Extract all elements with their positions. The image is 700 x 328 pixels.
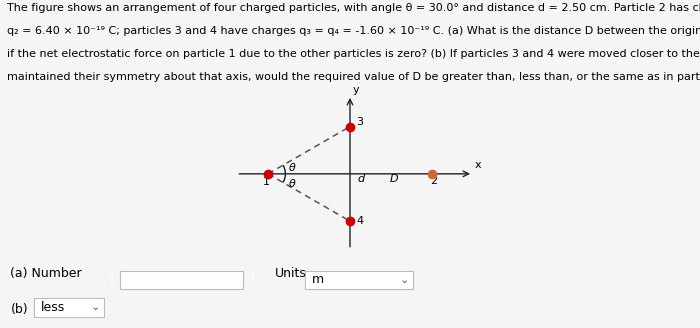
- Text: less: less: [41, 301, 65, 314]
- Text: d: d: [358, 174, 365, 184]
- Text: if the net electrostatic force on particle 1 due to the other particles is zero?: if the net electrostatic force on partic…: [7, 49, 700, 59]
- Text: ⌄: ⌄: [90, 302, 100, 313]
- Text: The figure shows an arrangement of four charged particles, with angle θ = 30.0° : The figure shows an arrangement of four …: [7, 3, 700, 13]
- Text: Units: Units: [274, 267, 307, 280]
- Text: $\theta$: $\theta$: [288, 161, 297, 173]
- Text: y: y: [352, 85, 359, 95]
- Text: 1: 1: [263, 177, 270, 187]
- Text: 4: 4: [356, 216, 363, 226]
- Text: 3: 3: [356, 117, 363, 127]
- Text: maintained their symmetry about that axis, would the required value of D be grea: maintained their symmetry about that axi…: [7, 72, 700, 82]
- Text: 2: 2: [430, 176, 437, 186]
- Text: i: i: [109, 274, 114, 285]
- Text: $\theta$: $\theta$: [288, 176, 297, 189]
- Text: !: !: [248, 273, 255, 286]
- Text: x: x: [475, 160, 481, 170]
- Text: D: D: [390, 174, 398, 184]
- Text: ⌄: ⌄: [400, 275, 409, 285]
- Text: q₂ = 6.40 × 10⁻¹⁹ C; particles 3 and 4 have charges q₃ = q₄ = -1.60 × 10⁻¹⁹ C. (: q₂ = 6.40 × 10⁻¹⁹ C; particles 3 and 4 h…: [7, 26, 700, 36]
- Text: (b): (b): [10, 303, 28, 317]
- Text: m: m: [312, 273, 324, 286]
- Text: (a) Number: (a) Number: [10, 267, 82, 280]
